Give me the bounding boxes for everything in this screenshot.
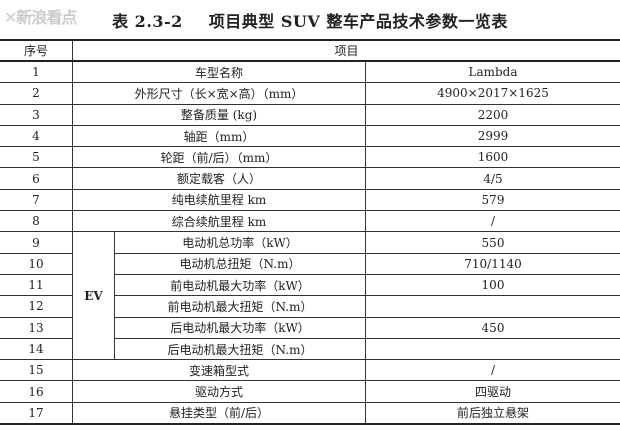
row-seq: 10	[0, 252, 73, 275]
row-item: 后电动机最大功率（kW）	[114, 316, 366, 339]
table-row: 1 车型名称 Lambda	[0, 60, 620, 84]
table-row: 3 整备质量 (kg) 2200	[0, 103, 620, 126]
row-seq: 11	[0, 273, 73, 297]
row-seq: 4	[0, 124, 73, 148]
watermark-x-icon: ✕	[4, 8, 17, 27]
row-item: 前电动机最大功率（kW）	[114, 273, 366, 297]
row-seq: 8	[0, 210, 73, 233]
table-row: 8 综合续航里程 km /	[0, 210, 620, 233]
table-number: 表 2.3-2	[112, 12, 183, 31]
table-row: 14 后电动机最大扭矩（N.m）	[0, 337, 620, 361]
table-row: 2 外形尺寸（长×宽×高）（mm） 4900×2017×1625	[0, 82, 620, 105]
row-item: 轴距（mm）	[72, 124, 366, 148]
row-value: 100	[365, 273, 620, 297]
row-item: 纯电续航里程 km	[72, 188, 366, 212]
row-item: 前电动机最大扭矩（N.m）	[114, 295, 366, 318]
row-seq: 6	[0, 167, 73, 190]
table-row: 6 额定载客（人） 4/5	[0, 167, 620, 190]
row-value: 4900×2017×1625	[365, 82, 620, 105]
table-row: 15 变速箱型式 /	[0, 359, 620, 382]
row-item: 车型名称	[72, 60, 366, 84]
row-value	[365, 337, 620, 361]
row-item: 悬挂类型（前/后）	[72, 401, 366, 426]
row-value: 1600	[365, 146, 620, 169]
table-title: 表 2.3-2 项目典型 SUV 整车产品技术参数一览表	[0, 8, 620, 32]
table-header-row: 序号 项目	[0, 39, 620, 62]
row-seq: 3	[0, 103, 73, 126]
row-item: 变速箱型式	[72, 359, 366, 382]
row-value: 2999	[365, 124, 620, 148]
table-row: 7 纯电续航里程 km 579	[0, 188, 620, 212]
row-item: 额定载客（人）	[72, 167, 366, 190]
table-row: 17 悬挂类型（前/后） 前后独立悬架	[0, 401, 620, 426]
row-value: /	[365, 210, 620, 233]
header-item: 项目	[72, 39, 620, 62]
spec-table: 序号 项目 1 车型名称 Lambda 2 外形尺寸（长×宽×高）（mm） 4900×20…	[0, 39, 620, 426]
row-value: 前后独立悬架	[365, 401, 620, 426]
row-value: 450	[365, 316, 620, 339]
row-item: 电动机总扭矩（N.m）	[114, 252, 366, 275]
row-value: 710/1140	[365, 252, 620, 275]
row-value: Lambda	[365, 60, 620, 84]
row-seq: 5	[0, 146, 73, 169]
row-item: 电动机总功率（kW）	[114, 231, 366, 254]
row-seq: 7	[0, 188, 73, 212]
row-seq: 14	[0, 337, 73, 361]
row-seq: 17	[0, 401, 73, 426]
table-row: 16 驱动方式 四驱动	[0, 380, 620, 403]
row-item: 后电动机最大扭矩（N.m）	[114, 337, 366, 361]
watermark-logo: ✕新浪看点	[4, 8, 77, 28]
row-value: 579	[365, 188, 620, 212]
row-value: 四驱动	[365, 380, 620, 403]
header-seq: 序号	[0, 39, 73, 62]
table-row: 5 轮距（前/后）（mm） 1600	[0, 146, 620, 169]
row-item: 整备质量 (kg)	[72, 103, 366, 126]
row-item: 外形尺寸（长×宽×高）（mm）	[72, 82, 366, 105]
table-caption: 项目典型 SUV 整车产品技术参数一览表	[208, 12, 508, 31]
row-seq: 16	[0, 380, 73, 403]
table-row: 9 EV 电动机总功率（kW） 550	[0, 231, 620, 361]
row-seq: 12	[0, 295, 73, 318]
row-seq: 13	[0, 316, 73, 339]
row-item: 综合续航里程 km	[72, 210, 366, 233]
row-seq: 2	[0, 82, 73, 105]
row-seq: 1	[0, 60, 73, 84]
row-value: /	[365, 359, 620, 382]
watermark-text: 新浪看点	[16, 8, 77, 27]
table-row: 11 前电动机最大功率（kW） 100	[0, 273, 620, 297]
row-value: 4/5	[365, 167, 620, 190]
row-item: 轮距（前/后）（mm）	[72, 146, 366, 169]
row-value: 550	[365, 231, 620, 254]
row-seq: 9	[0, 231, 73, 254]
table-row: 4 轴距（mm） 2999	[0, 124, 620, 148]
row-item: 驱动方式	[72, 380, 366, 403]
row-value	[365, 295, 620, 318]
ev-group-label: EV	[72, 231, 115, 361]
row-value: 2200	[365, 103, 620, 126]
row-seq: 15	[0, 359, 73, 382]
